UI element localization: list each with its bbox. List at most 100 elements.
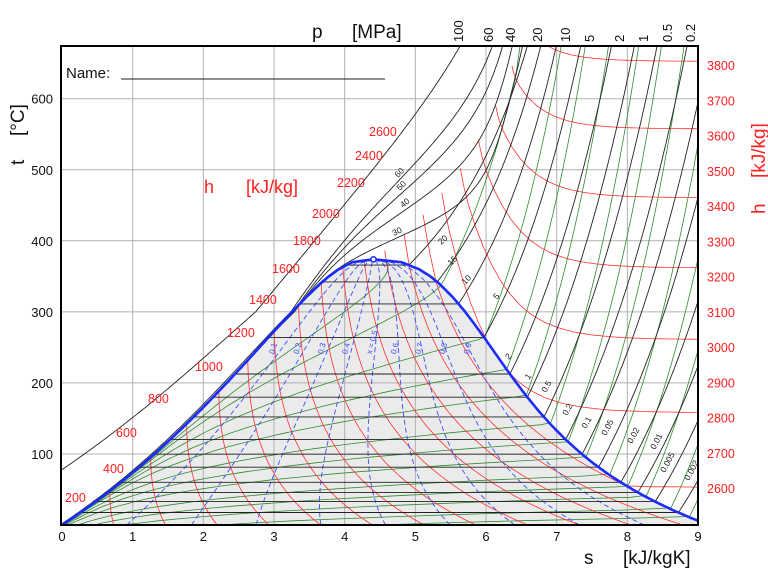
isenthalp-label: 1200 xyxy=(227,326,255,340)
isobar-line xyxy=(61,99,698,525)
quality-label: 0.7 xyxy=(413,341,425,355)
enthalpy-tick-label: 2600 xyxy=(707,482,735,496)
quality-line xyxy=(373,258,580,525)
critical-point xyxy=(370,255,377,263)
y-tick-label: 400 xyxy=(31,234,53,249)
labels: 0.1 0.2 0.3 0.4 x = 0.5 0.6 0.7 0.8 0.90 1 2 3 4 5 6 7 8… xyxy=(31,20,735,544)
isenthalp-line xyxy=(460,168,698,340)
isenthalp-label: 2600 xyxy=(369,125,397,139)
y-axis-unit: [°C] xyxy=(8,104,29,136)
enthalpy-tick-label: 3700 xyxy=(707,94,735,108)
enthalpy-inner-unit: [kJ/kg] xyxy=(246,177,298,197)
isochore-line xyxy=(64,46,662,525)
enthalpy-tick-label: 3100 xyxy=(707,306,735,320)
isochore-line xyxy=(62,46,586,525)
isenthalp-label: 200 xyxy=(65,491,86,505)
property-lines xyxy=(61,46,698,525)
pressure-tick-label: 40 xyxy=(503,28,518,42)
pressure-tick-label: 1 xyxy=(636,35,651,42)
isenthalp-label: 2400 xyxy=(355,149,383,163)
quality-line xyxy=(367,258,386,525)
isenthalp-line xyxy=(547,46,698,62)
isobar-line xyxy=(61,46,461,471)
isenthalp-line xyxy=(273,331,373,525)
x-axis-label: s xyxy=(584,548,594,569)
isenthalp-label: 600 xyxy=(116,426,137,440)
quality-line xyxy=(373,258,451,525)
isenthalp-line xyxy=(364,260,580,525)
x-axis-unit: [kJ/kgK] xyxy=(623,548,691,569)
two-phase-region xyxy=(62,259,698,525)
quality-label: 0.1 xyxy=(267,341,279,355)
isobar-label: 30 xyxy=(391,225,404,238)
isenthalp-label: 2200 xyxy=(337,176,365,190)
isochore-line xyxy=(68,46,685,525)
isochore-line xyxy=(61,46,562,525)
x-tick-label: 8 xyxy=(624,529,631,544)
isobar-line xyxy=(61,299,698,525)
name-label: Name: xyxy=(66,65,110,82)
quality-label: 0.8 xyxy=(438,341,450,355)
enthalpy-tick-label: 2900 xyxy=(707,376,735,390)
quality-line xyxy=(126,258,374,525)
isobar-label: 50 xyxy=(394,178,408,192)
isenthalp-label: 1000 xyxy=(195,360,223,374)
y-tick-label: 300 xyxy=(31,305,53,320)
enthalpy-axis-unit: [kJ/kg] xyxy=(749,123,768,178)
pressure-tick-label: 0.5 xyxy=(660,24,675,42)
isochore-line xyxy=(77,141,698,525)
isobar-label: 0.05 xyxy=(599,417,616,437)
y-tick-label: 500 xyxy=(31,163,53,178)
isenthalp-label: 1600 xyxy=(272,262,300,276)
isochore-line xyxy=(63,46,640,525)
enthalpy-tick-label: 2700 xyxy=(707,447,735,461)
isobar-label: 60 xyxy=(392,165,406,179)
quality-label: 0.4 xyxy=(340,341,352,355)
enthalpy-tick-label: 3600 xyxy=(707,130,735,144)
isochore-line xyxy=(62,46,609,525)
isobar-line xyxy=(61,46,493,525)
isobar-label: 40 xyxy=(398,196,412,210)
isobar-line xyxy=(61,419,698,525)
x-tick-label: 9 xyxy=(694,529,701,544)
pressure-tick-label: 100 xyxy=(451,20,466,42)
isobar-label: 5 xyxy=(491,291,502,301)
isenthalp-line xyxy=(477,139,698,269)
pressure-tick-label: 60 xyxy=(481,28,496,42)
isobar-label: 20 xyxy=(436,233,450,247)
y-tick-label: 200 xyxy=(31,376,53,391)
isobar-label: 2 xyxy=(503,351,514,361)
enthalpy-tick-label: 3800 xyxy=(707,59,735,73)
isenthalp-line xyxy=(403,233,683,525)
isobar-line xyxy=(61,364,698,525)
isenthalp-line xyxy=(384,250,631,525)
isenthalp-line xyxy=(511,65,698,130)
y-tick-label: 600 xyxy=(31,92,53,107)
isenthalp-line xyxy=(150,457,166,525)
isochore-line xyxy=(93,256,698,525)
enthalpy-tick-label: 3500 xyxy=(707,165,735,179)
quality-label: 0.6 xyxy=(389,341,401,355)
enthalpy-tick-label: 2800 xyxy=(707,412,735,426)
x-tick-label: 1 xyxy=(129,529,136,544)
isenthalp-line xyxy=(342,267,528,525)
isenthalp-line xyxy=(247,360,321,525)
isenthalp-label: 400 xyxy=(103,462,124,476)
isenthalp-line xyxy=(495,105,698,198)
quality-label: 0.9 xyxy=(462,341,474,355)
isenthalp-line xyxy=(109,491,115,525)
pressure-axis-unit: [MPa] xyxy=(352,22,402,43)
enthalpy-tick-label: 3200 xyxy=(707,271,735,285)
x-tick-label: 2 xyxy=(200,529,207,544)
quality-line xyxy=(318,259,374,525)
isobar-line xyxy=(61,195,698,525)
isenthalp-label: 2000 xyxy=(312,207,340,221)
x-tick-label: 7 xyxy=(553,529,560,544)
quality-line xyxy=(373,258,645,525)
pressure-tick-label: 2 xyxy=(612,35,627,42)
pressure-tick-label: 10 xyxy=(558,28,573,42)
quality-line xyxy=(255,258,374,525)
enthalpy-tick-label: 3300 xyxy=(707,235,735,249)
isobar-label: 15 xyxy=(445,253,459,267)
pressure-tick-label: 20 xyxy=(530,28,545,42)
